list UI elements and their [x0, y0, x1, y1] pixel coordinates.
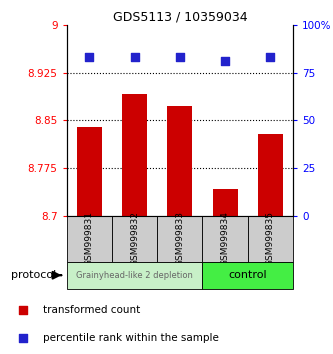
- Bar: [248, 216, 293, 262]
- Text: GSM999832: GSM999832: [130, 211, 139, 267]
- Text: GSM999833: GSM999833: [175, 211, 184, 267]
- Text: transformed count: transformed count: [43, 305, 141, 315]
- Title: GDS5113 / 10359034: GDS5113 / 10359034: [113, 11, 247, 24]
- Point: [21, 307, 26, 313]
- Point: [132, 55, 137, 60]
- Text: control: control: [228, 270, 267, 280]
- Text: GSM999831: GSM999831: [85, 211, 94, 267]
- Bar: [157, 216, 202, 262]
- Text: percentile rank within the sample: percentile rank within the sample: [43, 333, 219, 343]
- Text: GSM999834: GSM999834: [220, 211, 230, 267]
- Point: [268, 55, 273, 60]
- Point: [222, 58, 228, 64]
- Bar: [213, 189, 237, 216]
- Text: GSM999835: GSM999835: [266, 211, 275, 267]
- Bar: [202, 262, 293, 289]
- Bar: [112, 216, 157, 262]
- Bar: [202, 216, 248, 262]
- Text: Grainyhead-like 2 depletion: Grainyhead-like 2 depletion: [76, 271, 193, 280]
- Bar: [67, 216, 112, 262]
- Bar: [167, 106, 192, 216]
- Point: [87, 55, 92, 60]
- Bar: [122, 93, 147, 216]
- Bar: [258, 135, 283, 216]
- Text: protocol: protocol: [11, 270, 57, 280]
- Bar: [67, 262, 202, 289]
- Point: [21, 335, 26, 341]
- Point: [177, 55, 182, 60]
- Bar: [77, 127, 102, 216]
